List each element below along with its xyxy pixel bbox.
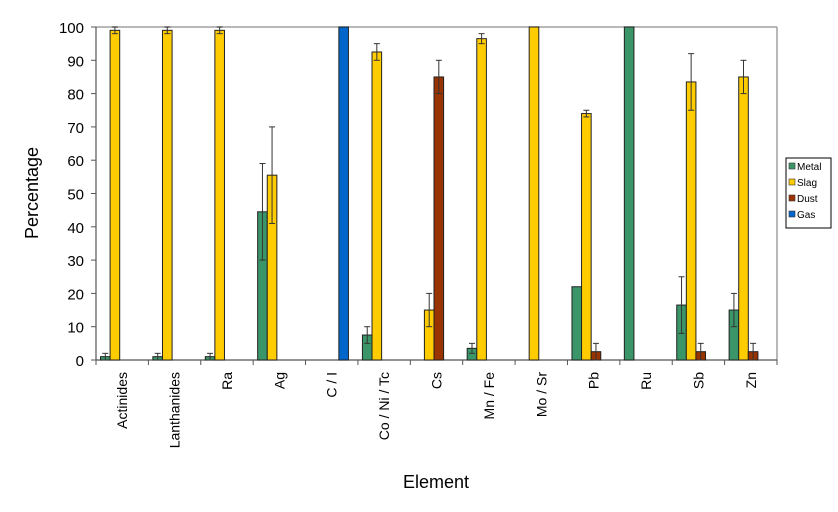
x-tick-label: Mo / Sr <box>533 372 549 417</box>
legend-swatch-slag <box>788 178 796 186</box>
bar-slag <box>161 29 173 361</box>
y-tick-label: 10 <box>67 320 84 337</box>
legend-swatch-gas <box>788 210 796 218</box>
x-tick-label: Zn <box>743 372 759 388</box>
legend-label-gas: Gas <box>797 210 815 221</box>
bar-dust <box>433 76 445 361</box>
x-tick-label: Lanthanides <box>167 372 183 448</box>
bar-slag <box>685 81 697 361</box>
legend-label-metal: Metal <box>797 162 821 173</box>
legend-label-dust: Dust <box>797 194 818 205</box>
bar-slag <box>528 26 540 361</box>
x-tick-label: Pb <box>586 372 602 389</box>
y-tick-label: 90 <box>67 53 84 70</box>
y-tick-label: 80 <box>67 87 84 104</box>
bar-slag <box>214 29 225 361</box>
axes: 0 10 20 30 40 50 60 70 80 90 100 Actinides Lanthanid… <box>59 20 778 448</box>
legend-label-slag: Slag <box>797 178 817 189</box>
y-tick-label: 30 <box>67 253 84 270</box>
legend-swatch-metal <box>788 162 796 170</box>
bar-gas <box>338 26 349 361</box>
x-tick-label: Ru <box>638 372 654 390</box>
bars <box>100 26 759 361</box>
x-axis-title: Element <box>403 472 469 492</box>
legend-swatch-dust <box>788 194 796 202</box>
bar-slag <box>371 51 383 361</box>
y-axis-title: Percentage <box>22 147 42 239</box>
legend: Metal Slag Dust Gas <box>785 157 832 229</box>
x-tick-label: Actinides <box>114 372 130 429</box>
x-tick-label: Mn / Fe <box>481 372 497 420</box>
y-tick-label: 70 <box>67 120 84 137</box>
bar-slag <box>581 113 592 361</box>
y-tick-label: 60 <box>67 153 84 170</box>
x-tick-label: Cs <box>429 372 445 389</box>
x-tick-label: C / I <box>324 372 340 398</box>
y-tick-label: 100 <box>59 20 84 37</box>
y-tick-label: 40 <box>67 220 84 237</box>
x-tick-label: Ag <box>271 372 287 389</box>
x-tick-label: Ra <box>219 372 235 390</box>
y-tick-label: 20 <box>67 286 84 303</box>
x-tick-label: Co / Ni / Tc <box>376 372 392 440</box>
y-tick-label: 50 <box>67 187 84 204</box>
x-tick-label: Sb <box>690 372 706 389</box>
bar-slag <box>738 76 749 361</box>
y-tick-label: 0 <box>76 353 84 370</box>
bar-metal <box>623 26 635 361</box>
bar-slag <box>476 38 487 361</box>
bar-slag <box>109 29 121 361</box>
bar-metal <box>571 286 583 361</box>
